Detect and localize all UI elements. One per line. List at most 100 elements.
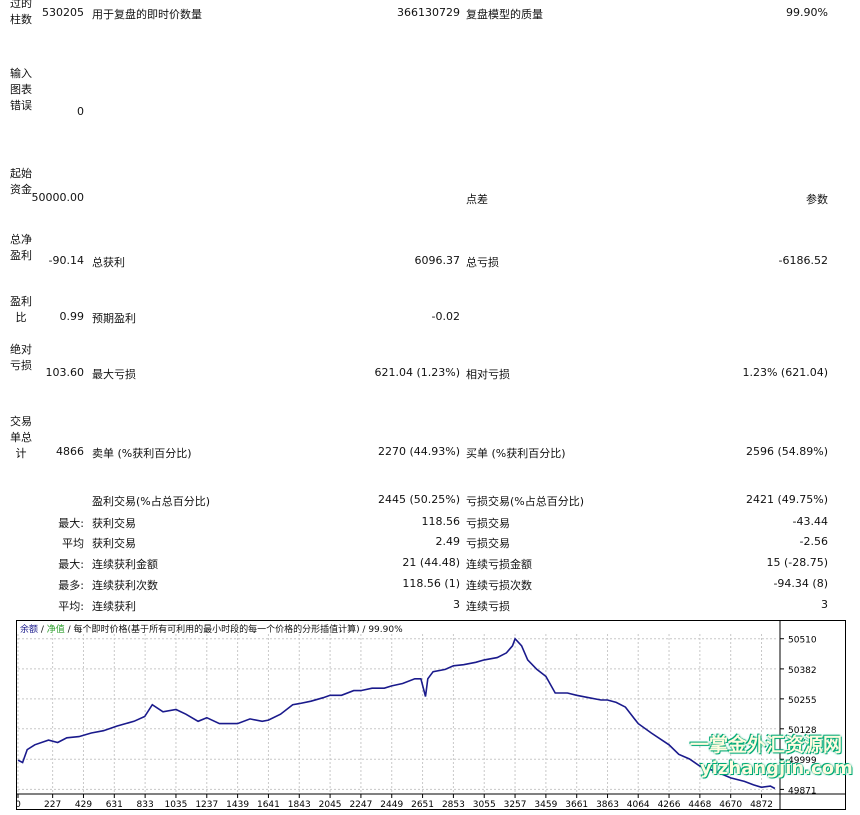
balance-chart: 50510 50382 50255 50128 49999 49871 0 227 429 631… bbox=[16, 620, 846, 810]
y-tick-label: 50510 bbox=[788, 636, 817, 646]
x-tick-label: 1035 bbox=[164, 800, 187, 810]
x-tick-label: 4064 bbox=[627, 800, 650, 810]
max-cons-wins-value: 21 (44.48) bbox=[402, 556, 460, 569]
chart-model-description: / 每个即时价格(基于所有可利用的最小时段的每一个价格的分形插值计算) / 99… bbox=[64, 625, 403, 635]
short-positions-label: 卖单 (%获利百分比) bbox=[92, 447, 192, 460]
x-tick-label: 3055 bbox=[473, 800, 496, 810]
chart-equity-label: 净值 bbox=[46, 625, 65, 635]
gross-profit-label: 总获利 bbox=[92, 256, 125, 269]
label-profit-factor: 盈利比 bbox=[10, 295, 32, 324]
label-absolute-drawdown: 绝对亏损 bbox=[10, 343, 32, 372]
errors-value: 0 bbox=[77, 105, 84, 118]
x-tick-label: 4872 bbox=[750, 800, 773, 810]
gross-loss-label: 总亏损 bbox=[466, 256, 499, 269]
deposit-value: 50000.00 bbox=[31, 191, 85, 204]
largest-profit-value: 118.56 bbox=[421, 515, 461, 528]
y-tick-label: 50128 bbox=[788, 726, 817, 736]
max-drawdown-label: 最大亏损 bbox=[92, 368, 136, 381]
average-prefix: 平均 bbox=[62, 537, 84, 550]
max-cons-loss-label: 连续亏损次数 bbox=[466, 579, 532, 592]
ticks-label: 用于复盘的即时价数量 bbox=[92, 8, 202, 21]
largest-profit-label: 获利交易 bbox=[92, 517, 136, 530]
x-tick-label: 2651 bbox=[411, 800, 434, 810]
chart-balance-label: 余额 bbox=[20, 625, 39, 635]
maximum-prefix: 最大: bbox=[58, 558, 84, 571]
bars-value: 530205 bbox=[42, 6, 84, 19]
average-cons-prefix: 平均: bbox=[58, 600, 84, 613]
avg-cons-wins-label: 连续获利 bbox=[92, 600, 136, 613]
x-tick-label: 1237 bbox=[195, 800, 218, 810]
average-loss-value: -2.56 bbox=[799, 535, 828, 548]
max-drawdown-value: 621.04 (1.23%) bbox=[374, 366, 460, 379]
params-label: 参数 bbox=[806, 193, 828, 206]
x-tick-label: 3661 bbox=[565, 800, 588, 810]
quality-value: 99.90% bbox=[786, 6, 828, 19]
x-tick-label: 0 bbox=[16, 800, 21, 810]
x-tick-label: 227 bbox=[44, 800, 61, 810]
quality-label: 复盘模型的质量 bbox=[466, 8, 543, 21]
largest-prefix: 最大: bbox=[58, 517, 84, 530]
ticks-value: 366130729 bbox=[397, 6, 460, 19]
y-tick-label: 50255 bbox=[788, 696, 817, 706]
profit-trades-value: 2445 (50.25%) bbox=[377, 493, 460, 506]
max-cons-profit-label: 连续获利次数 bbox=[92, 579, 158, 592]
net-profit-value: -90.14 bbox=[48, 254, 84, 267]
x-tick-label: 429 bbox=[75, 800, 92, 810]
x-tick-label: 2449 bbox=[380, 800, 403, 810]
relative-drawdown-value: 1.23% (621.04) bbox=[742, 366, 828, 379]
max-cons-wins-label: 连续获利金额 bbox=[92, 558, 158, 571]
absolute-drawdown-value: 103.60 bbox=[45, 366, 85, 379]
x-tick-label: 631 bbox=[106, 800, 123, 810]
x-tick-label: 2045 bbox=[319, 800, 342, 810]
chart-frame bbox=[16, 620, 846, 810]
label-initial-deposit: 起始资金 bbox=[10, 167, 32, 196]
maximal-prefix: 最多: bbox=[58, 579, 84, 592]
avg-cons-losses-value: 3 bbox=[821, 598, 828, 611]
max-cons-loss-value: -94.34 (8) bbox=[773, 577, 828, 590]
max-cons-losses-label: 连续亏损金额 bbox=[466, 558, 532, 571]
long-positions-label: 买单 (%获利百分比) bbox=[466, 447, 566, 460]
y-tick-label: 50382 bbox=[788, 666, 817, 676]
gross-profit-value: 6096.37 bbox=[414, 254, 461, 267]
average-profit-value: 2.49 bbox=[435, 535, 461, 548]
loss-trades-label: 亏损交易(%占总百分比) bbox=[466, 495, 585, 508]
x-tick-label: 2247 bbox=[349, 800, 372, 810]
avg-cons-wins-value: 3 bbox=[453, 598, 460, 611]
x-tick-label: 1843 bbox=[288, 800, 311, 810]
chart-header: 余额 / 净值 / 每个即时价格(基于所有可利用的最小时段的每一个价格的分形插值… bbox=[20, 622, 403, 635]
x-tick-label: 1439 bbox=[226, 800, 249, 810]
relative-drawdown-label: 相对亏损 bbox=[466, 368, 510, 381]
spread-label: 点差 bbox=[466, 193, 488, 206]
balance-line bbox=[17, 637, 776, 790]
short-positions-value: 2270 (44.93%) bbox=[377, 445, 460, 458]
avg-cons-losses-label: 连续亏损 bbox=[466, 600, 510, 613]
loss-trades-value: 2421 (49.75%) bbox=[745, 493, 828, 506]
profit-trades-label: 盈利交易(%占总百分比) bbox=[92, 495, 211, 508]
total-trades-value: 4866 bbox=[56, 445, 84, 458]
x-tick-label: 4670 bbox=[719, 800, 742, 810]
average-profit-label: 获利交易 bbox=[92, 537, 136, 550]
y-tick-label: 49871 bbox=[788, 786, 817, 796]
balance-chart-svg: 50510 50382 50255 50128 49999 49871 0 227 429 631… bbox=[16, 620, 846, 810]
x-tick-label: 4468 bbox=[688, 800, 711, 810]
x-tick-label: 2853 bbox=[442, 800, 465, 810]
y-tick-label: 49999 bbox=[788, 756, 817, 766]
max-cons-losses-value: 15 (-28.75) bbox=[766, 556, 828, 569]
watermark-url: yizhangjin.com bbox=[700, 758, 853, 779]
largest-loss-value: -43.44 bbox=[792, 515, 828, 528]
expected-payoff-label: 预期盈利 bbox=[92, 312, 136, 325]
label-chart-errors: 输入图表错误 bbox=[10, 67, 32, 112]
x-tick-label: 1641 bbox=[257, 800, 280, 810]
largest-loss-label: 亏损交易 bbox=[466, 517, 510, 530]
label-total-trades: 交易单总计 bbox=[10, 415, 32, 460]
x-tick-label: 4266 bbox=[658, 800, 681, 810]
x-tick-label: 3257 bbox=[504, 800, 527, 810]
expected-payoff-value: -0.02 bbox=[431, 310, 460, 323]
label-total-net-profit: 总净盈利 bbox=[10, 233, 32, 262]
long-positions-value: 2596 (54.89%) bbox=[745, 445, 828, 458]
profit-factor-value: 0.99 bbox=[59, 310, 85, 323]
x-tick-label: 3459 bbox=[534, 800, 557, 810]
max-cons-profit-value: 118.56 (1) bbox=[402, 577, 460, 590]
watermark-text: 一掌金外汇资源网 bbox=[690, 734, 843, 756]
x-tick-label: 833 bbox=[137, 800, 154, 810]
